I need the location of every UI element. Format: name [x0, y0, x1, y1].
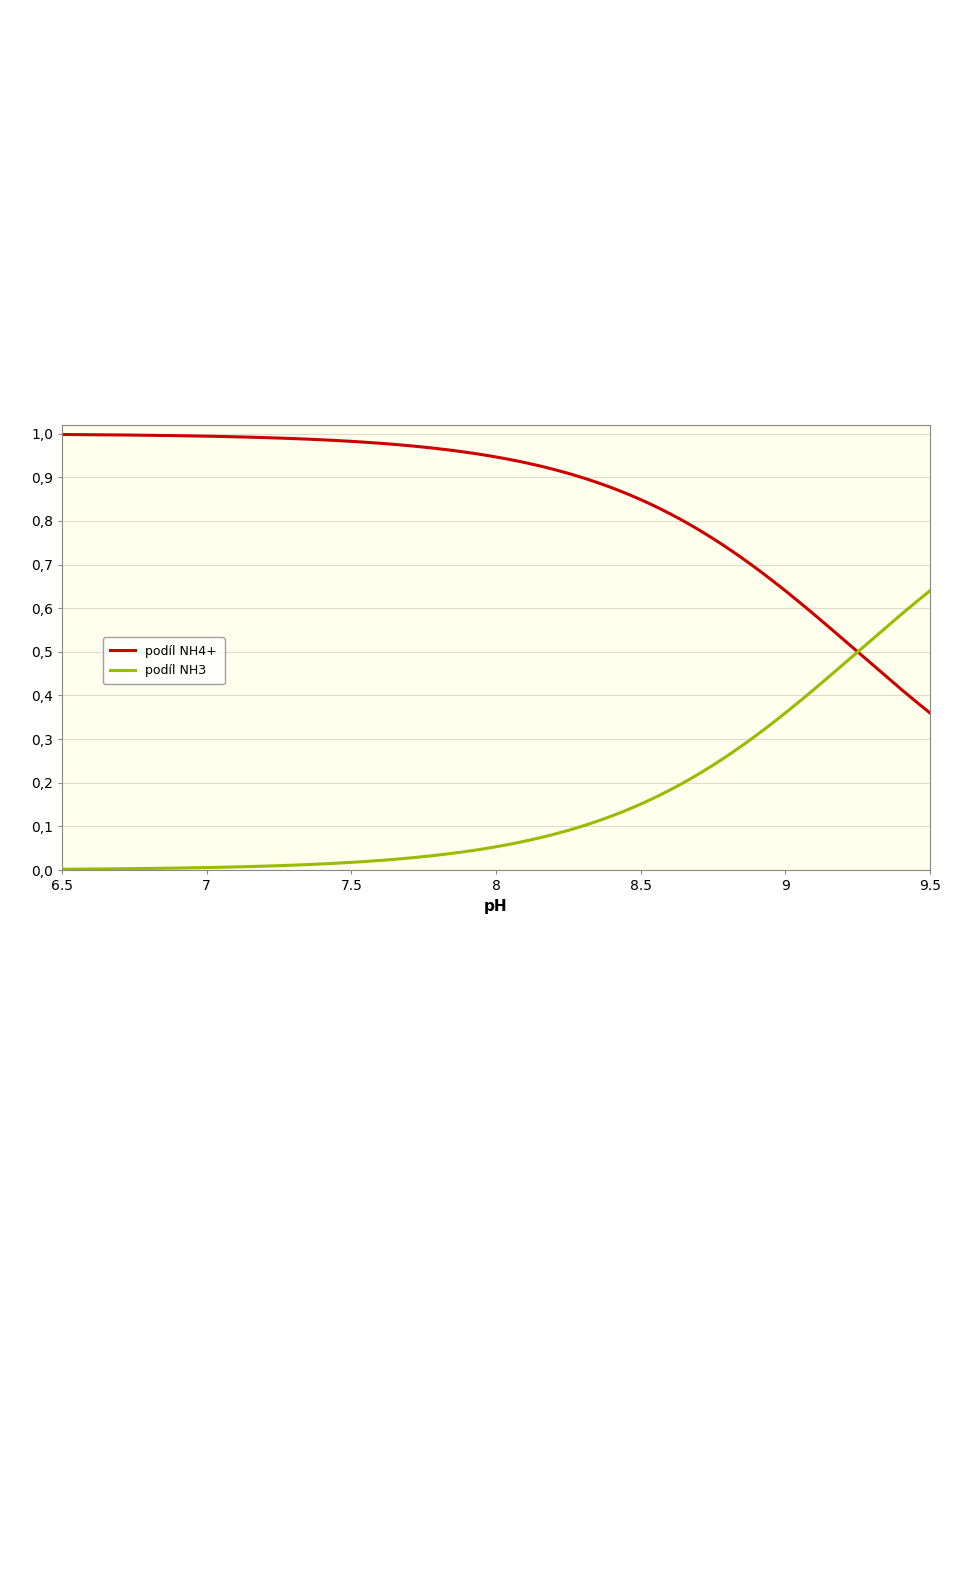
Legend: podíl NH4+, podíl NH3: podíl NH4+, podíl NH3 — [103, 637, 225, 685]
X-axis label: pH: pH — [484, 899, 508, 914]
